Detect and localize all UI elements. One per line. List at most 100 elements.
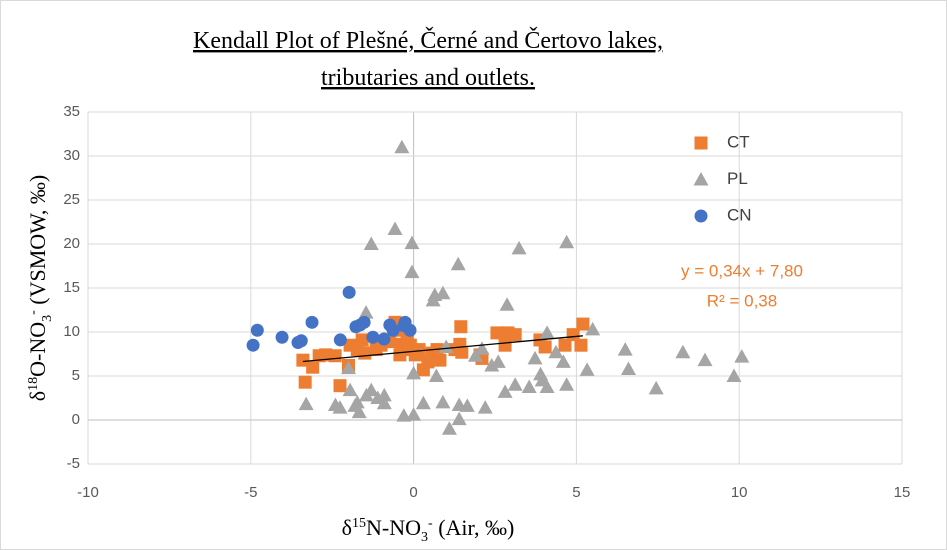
data-point [355, 333, 369, 347]
data-point [294, 334, 308, 348]
x-axis-label-part: 3 [421, 530, 428, 545]
data-point [675, 344, 691, 359]
data-point [555, 354, 571, 368]
data-point [333, 333, 347, 347]
data-point [415, 395, 431, 410]
data-point [559, 234, 575, 249]
data-point [358, 346, 372, 360]
data-point [347, 398, 363, 412]
data-point [474, 341, 490, 355]
y-axis-label-part: O-NO [25, 322, 50, 377]
y-tick-label: 30 [63, 147, 80, 164]
data-point [363, 236, 379, 250]
data-point [585, 321, 601, 336]
data-point [319, 348, 333, 362]
y-tick-label: 20 [63, 235, 80, 252]
data-point [579, 362, 595, 376]
data-point [435, 285, 451, 300]
data-point [576, 317, 590, 331]
data-point [387, 221, 403, 236]
data-point [451, 397, 467, 412]
data-point [558, 338, 572, 352]
data-point [340, 360, 356, 375]
x-axis-label: δ15N-NO3- (Air, ‰) [342, 515, 515, 545]
data-point [511, 240, 527, 255]
legend-marker [694, 136, 708, 150]
chart-title: tributaries and outlets. [321, 65, 535, 91]
data-point [386, 323, 400, 337]
data-point [450, 256, 466, 271]
data-point [342, 285, 356, 299]
y-tick-label: 10 [63, 323, 80, 340]
x-tick-label: 5 [572, 484, 580, 501]
data-point [467, 348, 483, 362]
data-point [404, 264, 420, 279]
data-point [333, 379, 347, 393]
data-point [366, 330, 380, 344]
data-point [370, 390, 386, 404]
y-axis-label-part: 3 [40, 315, 55, 322]
data-point [617, 342, 633, 356]
data-point [397, 319, 411, 333]
data-point [428, 368, 444, 382]
x-tick-label: 15 [894, 484, 911, 501]
data-point [574, 338, 588, 352]
data-point [394, 139, 410, 154]
data-point [726, 368, 742, 382]
trendline [302, 335, 583, 363]
data-point [497, 384, 513, 398]
x-tick-label: -5 [244, 484, 257, 501]
data-point [406, 407, 422, 421]
data-point [298, 396, 314, 411]
data-point [327, 397, 343, 412]
data-point [275, 330, 289, 344]
y-axis-label-part: 18 [26, 377, 41, 391]
data-point [246, 338, 260, 352]
data-point [499, 297, 515, 311]
y-tick-label: 15 [63, 279, 80, 296]
data-point [498, 338, 512, 352]
data-point [441, 421, 457, 435]
x-axis-label-part: - [428, 516, 433, 531]
y-axis-label-part: (VSMOW, ‰) [25, 175, 50, 310]
data-point [406, 365, 422, 380]
y-tick-label: 25 [63, 191, 80, 208]
y-tick-label: 35 [63, 103, 80, 120]
data-point [648, 380, 664, 395]
y-tick-label: 5 [72, 367, 80, 384]
data-point [377, 332, 391, 346]
x-axis-label-part: (Air, ‰) [433, 515, 515, 540]
data-point [734, 349, 750, 363]
data-point [412, 343, 426, 357]
data-point [620, 361, 636, 375]
data-point [433, 353, 447, 367]
data-point [296, 353, 310, 367]
data-point [358, 387, 374, 402]
data-point [342, 382, 358, 397]
data-point [455, 345, 469, 359]
data-point [484, 357, 500, 372]
legend-marker [693, 172, 709, 186]
data-point [454, 320, 468, 334]
data-point [539, 325, 555, 339]
x-axis-label-part: N-NO [366, 515, 421, 540]
data-point [548, 344, 564, 359]
data-point [250, 323, 264, 337]
data-point [538, 340, 552, 354]
chart-title: Kendall Plot of Plešné, Černé and Čertov… [193, 27, 663, 54]
x-axis-label-part: δ [342, 515, 352, 540]
y-axis-label-part: - [26, 310, 41, 315]
legend-label: PL [727, 169, 748, 188]
data-point [353, 318, 367, 332]
x-tick-label: -10 [77, 484, 99, 501]
trendline-r2: R² = 0,38 [707, 291, 777, 310]
data-point [306, 360, 320, 374]
y-tick-label: 0 [72, 411, 80, 428]
data-point [566, 328, 580, 342]
data-point [490, 326, 504, 340]
data-point [435, 394, 451, 409]
data-point [477, 400, 493, 414]
data-point [508, 328, 522, 342]
